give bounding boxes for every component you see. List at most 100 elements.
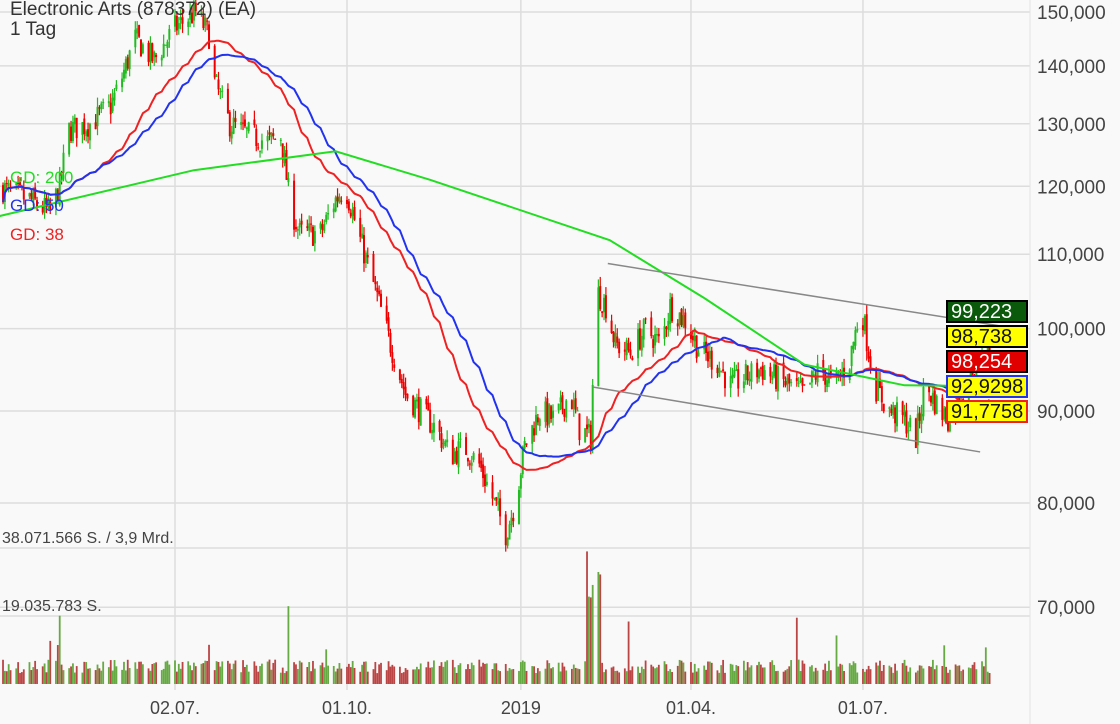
candle-body — [534, 414, 537, 435]
volume-bar — [419, 663, 422, 684]
candle-body — [81, 122, 84, 135]
candle-body — [988, 345, 991, 353]
volume-bar — [412, 669, 415, 684]
candle-body — [943, 408, 946, 420]
volume-bar — [493, 663, 496, 684]
volume-bar — [521, 660, 524, 684]
candle-body — [903, 412, 906, 417]
volume-bar — [769, 662, 772, 684]
volume-bar — [523, 661, 526, 684]
volume-bar — [404, 668, 407, 684]
volume-bar — [758, 661, 760, 684]
candle-body — [17, 181, 20, 184]
volume-bar — [890, 667, 893, 684]
candle-body — [570, 400, 573, 410]
volume-bar — [444, 661, 447, 684]
candle-body — [578, 413, 581, 441]
candle-body — [629, 349, 632, 356]
candle-body — [485, 481, 488, 485]
volume-bar — [971, 664, 974, 684]
volume-bar — [187, 661, 190, 684]
volume-bar — [931, 659, 934, 684]
candle-body — [803, 384, 806, 386]
volume-bar — [334, 671, 337, 684]
volume-bar — [863, 671, 866, 684]
candle-body — [722, 369, 725, 372]
candle-body — [412, 395, 415, 416]
volume-bar — [525, 670, 528, 684]
volume-bar — [578, 669, 581, 684]
candle-body — [631, 357, 634, 361]
candle-body — [41, 206, 44, 213]
candle-body — [68, 122, 71, 155]
candle-body — [406, 393, 409, 399]
candle-body — [538, 419, 541, 426]
candle-body — [678, 312, 681, 326]
candle-body — [404, 386, 407, 395]
candle-body — [217, 79, 220, 90]
volume-bar — [364, 661, 367, 684]
volume-bar — [166, 660, 169, 684]
volume-bar — [882, 664, 885, 684]
candle-body — [472, 452, 475, 460]
volume-bar — [128, 668, 131, 684]
candle-body — [128, 50, 131, 70]
volume-bar — [484, 663, 486, 684]
candle-body — [901, 401, 904, 415]
candle-body — [914, 418, 917, 449]
candle-body — [837, 373, 840, 375]
volume-bar — [680, 660, 683, 684]
volume-bar — [310, 671, 312, 684]
candle-body — [638, 328, 641, 350]
candle-body — [446, 439, 449, 443]
volume-bar — [506, 670, 509, 684]
candle-body — [366, 255, 369, 258]
volume-bar — [174, 660, 176, 684]
volume-bar — [877, 665, 879, 684]
candle-body — [786, 377, 789, 385]
candle-body — [73, 117, 76, 125]
candle-body — [321, 224, 324, 231]
volume-bar — [786, 668, 789, 684]
candle-body — [62, 152, 65, 173]
price-tag-gd38: 91,7758 — [946, 400, 1028, 423]
volume-bar — [47, 659, 50, 684]
volume-bar — [17, 662, 20, 684]
volume-bar — [550, 668, 553, 684]
candle-body — [325, 214, 328, 223]
candle-body — [788, 373, 791, 384]
candle-body — [387, 317, 390, 331]
volume-bar — [387, 661, 390, 684]
candle-body — [506, 538, 509, 546]
volume-bar — [160, 670, 163, 684]
volume-bar — [495, 663, 498, 684]
volume-bar — [111, 670, 114, 684]
candle-body — [247, 122, 250, 132]
candle-body — [438, 420, 441, 432]
volume-bar — [41, 666, 44, 684]
candle-body — [213, 45, 216, 78]
volume-bar — [640, 666, 643, 684]
candle-body — [895, 402, 898, 427]
volume-bar — [378, 664, 381, 684]
candle-body — [189, 10, 192, 20]
volume-bar — [760, 664, 762, 684]
volume-bar — [843, 671, 845, 684]
candle-body — [153, 51, 156, 58]
volume-bar — [852, 661, 855, 684]
candle-body — [175, 15, 178, 31]
candle-body — [584, 428, 587, 443]
volume-bar — [457, 665, 460, 684]
candle-body — [453, 451, 456, 463]
volume-bar — [485, 663, 488, 684]
volume-bar — [544, 668, 547, 684]
candle-body — [591, 384, 594, 449]
candle-body — [400, 378, 403, 384]
volume-bar — [814, 667, 817, 684]
volume-bar — [854, 663, 857, 684]
candle-body — [809, 382, 812, 384]
candle-body — [334, 197, 337, 212]
candle-body — [801, 378, 804, 386]
candle-body — [372, 253, 375, 282]
candle-body — [432, 422, 435, 433]
